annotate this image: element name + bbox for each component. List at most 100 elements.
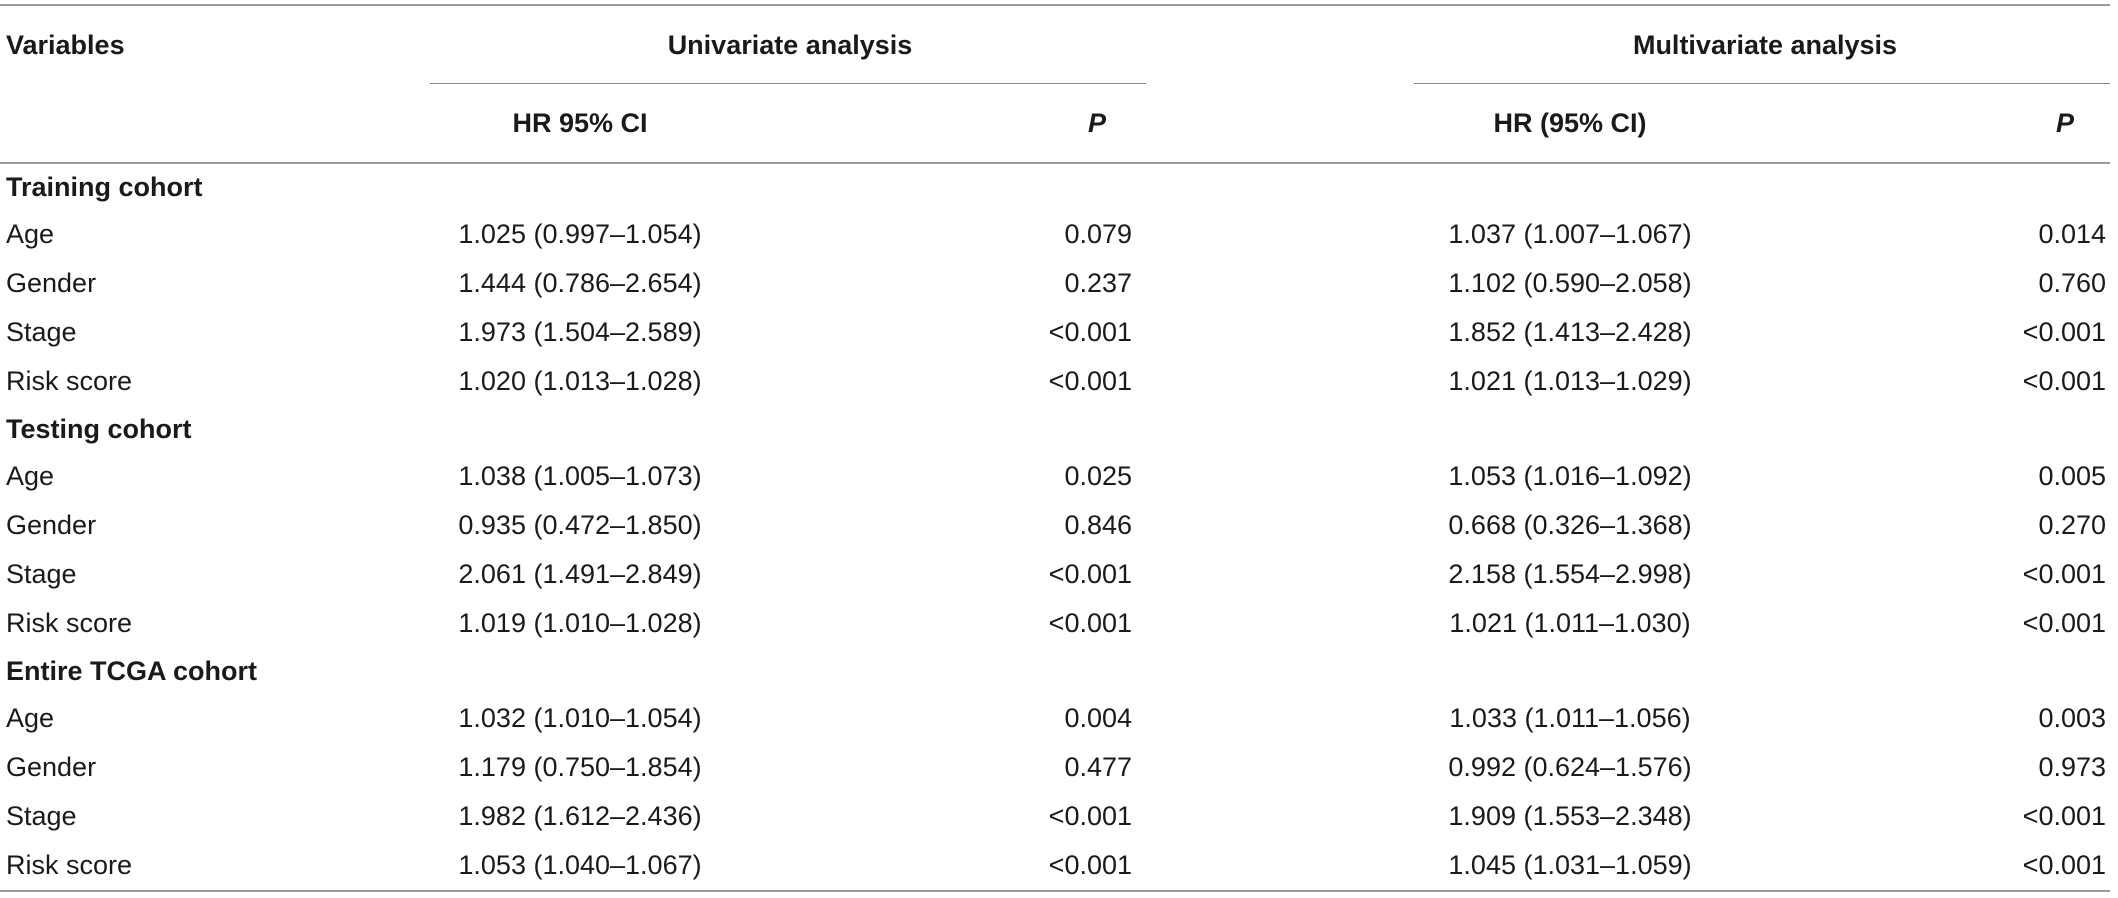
cell-univariate-hr: 1.444 (0.786–2.654) (458, 268, 702, 298)
multivariate-span-rule (1414, 83, 2111, 84)
cell-univariate-p: <0.001 (730, 841, 1151, 892)
cell-variable: Risk score (0, 841, 430, 892)
univariate-span-rule (430, 83, 1146, 84)
table-row: Gender 1.444 (0.786–2.654) 0.237 1.102 (0.5… (0, 259, 2110, 308)
cell-multivariate-p: 0.005 (2038, 461, 2107, 491)
cell-univariate-p: 0.846 (1064, 510, 1133, 540)
table-header: Variables Univariate analysis Multivaria… (0, 4, 2111, 164)
cell-univariate-hr: 1.038 (1.005–1.073) (458, 461, 702, 491)
cell-gap (1150, 210, 1420, 259)
header-multi-p: P (1720, 84, 2111, 164)
table-row: Stage 1.982 (1.612–2.436) <0.001 1.909 (1.5… (0, 792, 2110, 841)
cell-univariate-p: 0.237 (1064, 268, 1133, 298)
cell-multivariate-hr: 1.045 (1.031–1.059) (1420, 841, 1721, 892)
cell-multivariate-hr: 1.021 (1.011–1.030) (1449, 608, 1691, 638)
header-univariate: Univariate analysis (430, 4, 1151, 84)
table-body: Training cohort Age 1.025 (0.997–1.054) 0.0… (0, 163, 2111, 892)
cell-univariate-p: <0.001 (1048, 801, 1133, 831)
cell-univariate-hr: 1.053 (1.040–1.067) (430, 841, 730, 892)
cell-multivariate-p: 0.760 (2038, 268, 2107, 298)
cell-variable: Gender (6, 268, 97, 298)
cell-univariate-p: <0.001 (1048, 608, 1133, 638)
header-variables: Variables (0, 4, 430, 84)
cell-univariate-p: <0.001 (1048, 317, 1133, 347)
cell-univariate-p: <0.001 (1048, 559, 1133, 589)
cell-univariate-hr: 2.061 (1.491–2.849) (458, 559, 702, 589)
cell-multivariate-p: 0.270 (2038, 510, 2107, 540)
cell-gap (1150, 694, 1420, 743)
table-row: Age 1.025 (0.997–1.054) 0.079 1.037 (1.007–… (0, 210, 2110, 259)
cell-gap (1150, 452, 1420, 501)
cell-gap (1150, 501, 1420, 550)
cell-multivariate-p: <0.001 (1720, 841, 2111, 892)
cell-univariate-hr: 1.982 (1.612–2.436) (458, 801, 702, 831)
cell-multivariate-p: <0.001 (2022, 608, 2107, 638)
cell-multivariate-p: <0.001 (2022, 366, 2107, 396)
table-row: Gender 0.935 (0.472–1.850) 0.846 0.668 (0.3… (0, 501, 2110, 550)
header-univariate-label: Univariate analysis (667, 29, 913, 60)
cell-multivariate-hr: 1.021 (1.013–1.029) (1448, 366, 1692, 396)
cell-multivariate-p: 0.003 (2038, 703, 2107, 733)
cell-multivariate-hr: 1.033 (1.011–1.056) (1449, 703, 1691, 733)
section-title: Training cohort (6, 171, 203, 202)
cell-gap (1150, 357, 1420, 406)
cell-multivariate-p: <0.001 (2022, 559, 2107, 589)
cell-variable: Stage (6, 317, 77, 347)
cell-gap (1150, 792, 1420, 841)
cell-multivariate-p: <0.001 (2022, 317, 2107, 347)
cell-variable: Gender (6, 510, 97, 540)
header-uni-hr: HR 95% CI (430, 84, 730, 164)
table-row: Stage 2.061 (1.491–2.849) <0.001 2.158 (1.5… (0, 550, 2110, 599)
section-row: Testing cohort (0, 406, 2110, 452)
cell-variable: Stage (6, 801, 77, 831)
cell-multivariate-hr: 1.102 (0.590–2.058) (1448, 268, 1692, 298)
table-row: Age 1.038 (1.005–1.073) 0.025 1.053 (1.016–… (0, 452, 2110, 501)
cox-regression-table: Variables Univariate analysis Multivaria… (0, 4, 2111, 892)
header-gap-sub (1150, 84, 1421, 164)
cell-variable: Age (6, 461, 55, 491)
table-row: Gender 1.179 (0.750–1.854) 0.477 0.992 (0.6… (0, 743, 2110, 792)
cell-multivariate-hr: 0.992 (0.624–1.576) (1448, 752, 1692, 782)
cell-multivariate-p: <0.001 (2022, 801, 2107, 831)
cell-gap (1150, 599, 1420, 648)
header-variables-sub (0, 84, 430, 164)
cell-univariate-hr: 1.179 (0.750–1.854) (458, 752, 702, 782)
header-multivariate-label: Multivariate analysis (1632, 29, 1898, 60)
header-multi-hr: HR (95% CI) (1420, 84, 1721, 164)
cell-gap (1150, 743, 1420, 792)
table-row: Risk score 1.053 (1.040–1.067) <0.001 1.045… (0, 841, 2111, 892)
table-row: Age 1.032 (1.010–1.054) 0.004 1.033 (1.011–… (0, 694, 2110, 743)
cell-univariate-p: 0.477 (1064, 752, 1133, 782)
cell-multivariate-hr: 1.909 (1.553–2.348) (1448, 801, 1692, 831)
cell-univariate-hr: 1.973 (1.504–2.589) (458, 317, 702, 347)
cell-univariate-hr: 1.032 (1.010–1.054) (458, 703, 702, 733)
cell-variable: Gender (6, 752, 97, 782)
cell-gap (1150, 550, 1420, 599)
section-title: Entire TCGA cohort (6, 655, 258, 686)
cell-gap (1150, 259, 1420, 308)
cell-multivariate-hr: 1.053 (1.016–1.092) (1448, 461, 1692, 491)
cell-multivariate-p: 0.973 (2038, 752, 2107, 782)
cell-multivariate-hr: 1.037 (1.007–1.067) (1448, 219, 1692, 249)
cell-univariate-hr: 1.025 (0.997–1.054) (458, 219, 702, 249)
cell-multivariate-hr: 1.852 (1.413–2.428) (1448, 317, 1692, 347)
cell-univariate-p: 0.079 (1064, 219, 1133, 249)
cell-gap (1150, 308, 1420, 357)
cell-variable: Stage (6, 559, 77, 589)
cell-variable: Age (6, 219, 55, 249)
cell-multivariate-hr: 2.158 (1.554–2.998) (1448, 559, 1692, 589)
cell-multivariate-p: 0.014 (2038, 219, 2107, 249)
table-row: Risk score 1.020 (1.013–1.028) <0.001 1.021… (0, 357, 2110, 406)
cell-univariate-hr: 0.935 (0.472–1.850) (458, 510, 702, 540)
cell-univariate-hr: 1.020 (1.013–1.028) (458, 366, 702, 396)
header-gap (1150, 4, 1421, 84)
cell-univariate-p: 0.004 (1064, 703, 1133, 733)
header-multivariate: Multivariate analysis (1414, 4, 2111, 84)
cell-univariate-p: <0.001 (1048, 366, 1133, 396)
section-row: Training cohort (0, 163, 2110, 210)
cell-variable: Age (6, 703, 55, 733)
section-title: Testing cohort (6, 413, 192, 444)
cell-gap (1150, 841, 1421, 892)
table-row: Stage 1.973 (1.504–2.589) <0.001 1.852 (1.4… (0, 308, 2110, 357)
cell-univariate-p: 0.025 (1064, 461, 1133, 491)
